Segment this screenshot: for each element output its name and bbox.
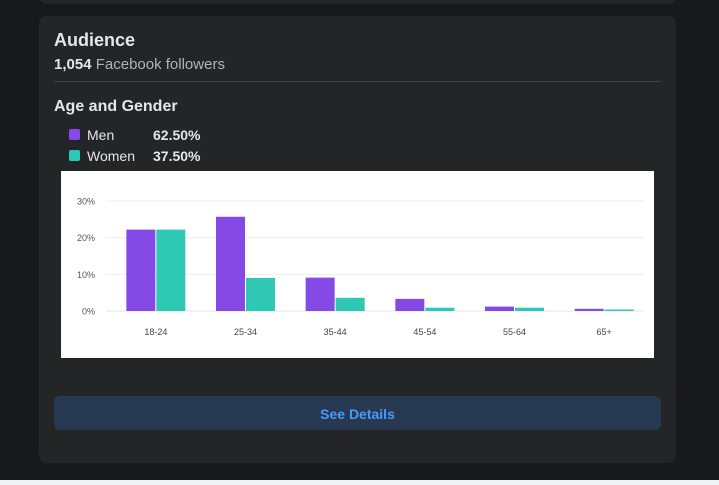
age-gender-title: Age and Gender [54, 98, 178, 115]
chart-svg: 0% 10% 20% 30% 18-24 25-34 35-44 45-54 55-64 65+ [77, 197, 644, 337]
bar-men-55-64 [485, 306, 514, 311]
y-tick-label-3: 30% [77, 197, 95, 207]
x-tick-label-35-44: 35-44 [324, 327, 347, 337]
follower-summary: 1,054 Facebook followers [54, 56, 225, 73]
gender-legend: Men 62.50% Women 37.50% [69, 124, 200, 166]
women-swatch [69, 150, 80, 161]
bar-women-25-34 [246, 278, 275, 311]
follower-count: 1,054 [54, 56, 92, 73]
legend-item-women: Women 37.50% [69, 145, 200, 166]
bar-women-55-64 [515, 307, 544, 311]
legend-label-women: Women [87, 147, 135, 164]
age-gender-chart: 0% 10% 20% 30% 18-24 25-34 35-44 45-54 55-64 65+ [61, 171, 654, 358]
legend-value-men: 62.50% [153, 126, 201, 143]
previous-card [39, 0, 676, 4]
x-tick-label-55-64: 55-64 [503, 327, 526, 337]
x-tick-label-18-24: 18-24 [144, 327, 167, 337]
page-footer-strip [0, 480, 719, 485]
bar-women-65+ [604, 309, 634, 311]
bar-men-35-44 [305, 277, 335, 311]
bar-women-35-44 [335, 297, 365, 311]
y-tick-label-2: 20% [77, 233, 95, 243]
y-tick-label-0: 0% [82, 307, 95, 317]
x-tick-label-45-54: 45-54 [413, 327, 436, 337]
x-tick-label-65+: 65+ [597, 327, 612, 337]
audience-title: Audience [54, 30, 136, 50]
legend-value-women: 37.50% [153, 147, 201, 164]
bar-men-45-54 [395, 298, 425, 311]
follower-label: Facebook followers [95, 56, 225, 73]
bar-women-18-24 [156, 229, 186, 311]
bar-men-18-24 [126, 229, 156, 311]
x-tick-label-25-34: 25-34 [234, 327, 257, 337]
audience-card: Audience 1,054 Facebook followers Age an… [39, 16, 676, 463]
legend-item-men: Men 62.50% [69, 124, 200, 145]
legend-label-men: Men [87, 126, 115, 143]
divider [54, 81, 661, 82]
men-swatch [69, 129, 80, 140]
bar-men-65+ [574, 308, 604, 311]
bar-women-45-54 [425, 307, 455, 311]
bar-men-25-34 [216, 216, 245, 311]
see-details-button[interactable]: See Details [54, 396, 661, 430]
y-tick-label-1: 10% [77, 270, 95, 280]
